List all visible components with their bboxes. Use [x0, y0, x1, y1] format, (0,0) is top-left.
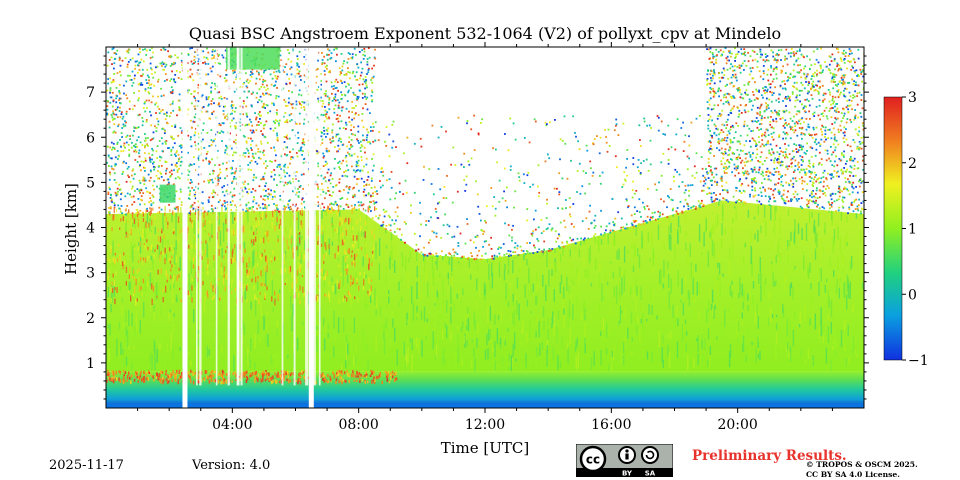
y-tick-label: 6	[86, 130, 95, 146]
y-tick-label: 2	[86, 311, 95, 327]
x-tick-label: 12:00	[465, 417, 505, 433]
colorbar	[883, 96, 903, 361]
top-green-patch	[226, 47, 280, 70]
x-tick-label: 08:00	[338, 417, 378, 433]
colorbar-tick-label: 2	[908, 156, 917, 172]
y-axis-label: Height [km]	[62, 183, 80, 275]
data-gap-1	[182, 47, 188, 408]
copyright-line-2: CC BY SA 4.0 License.	[806, 470, 900, 479]
footer-date: 2025-11-17	[49, 458, 124, 473]
data-gap-2	[308, 47, 314, 408]
x-tick-label: 16:00	[591, 417, 631, 433]
heatmap	[106, 47, 864, 408]
cc-license-badge: cc BY SA	[576, 444, 673, 477]
boundary-layer	[106, 371, 864, 408]
colorbar-tick-label: 0	[908, 287, 917, 303]
colorbar-tick-label: 1	[908, 222, 917, 238]
y-tick-label: 5	[86, 175, 95, 191]
colorbar-ticks: −1 0 1 2 3	[902, 90, 929, 369]
sa-icon	[641, 446, 659, 464]
x-axis-label: Time [UTC]	[441, 439, 530, 457]
noise-speckle	[106, 47, 864, 261]
copyright-line-1: © TROPOS & OSCM 2025.	[806, 460, 918, 469]
axis-ticks: 04:00 08:00 12:00 16:00 20:00 1 2 3 4 5 6 7	[86, 42, 869, 433]
y-tick-label: 4	[86, 221, 95, 237]
x-tick-label: 04:00	[212, 417, 252, 433]
colorbar-tick-label: −1	[908, 353, 929, 369]
copyright-note: © TROPOS & OSCM 2025. CC BY SA 4.0 Licen…	[806, 460, 918, 480]
footer-version: Version: 4.0	[192, 458, 271, 473]
preliminary-results-note: Preliminary Results.	[692, 448, 847, 464]
y-tick-label: 7	[86, 85, 95, 101]
y-tick-label: 3	[86, 266, 95, 282]
chart-title: Quasi BSC Angstroem Exponent 532-1064 (V…	[188, 24, 782, 43]
night-band-0-7km	[106, 369, 398, 385]
cc-icon	[579, 445, 607, 473]
surface-layer	[106, 403, 864, 408]
cloud-patch	[159, 184, 176, 203]
dust-texture	[106, 201, 864, 372]
x-tick-label: 20:00	[717, 417, 757, 433]
colorbar-tick-label: 3	[908, 90, 917, 106]
y-tick-label: 1	[86, 356, 95, 372]
